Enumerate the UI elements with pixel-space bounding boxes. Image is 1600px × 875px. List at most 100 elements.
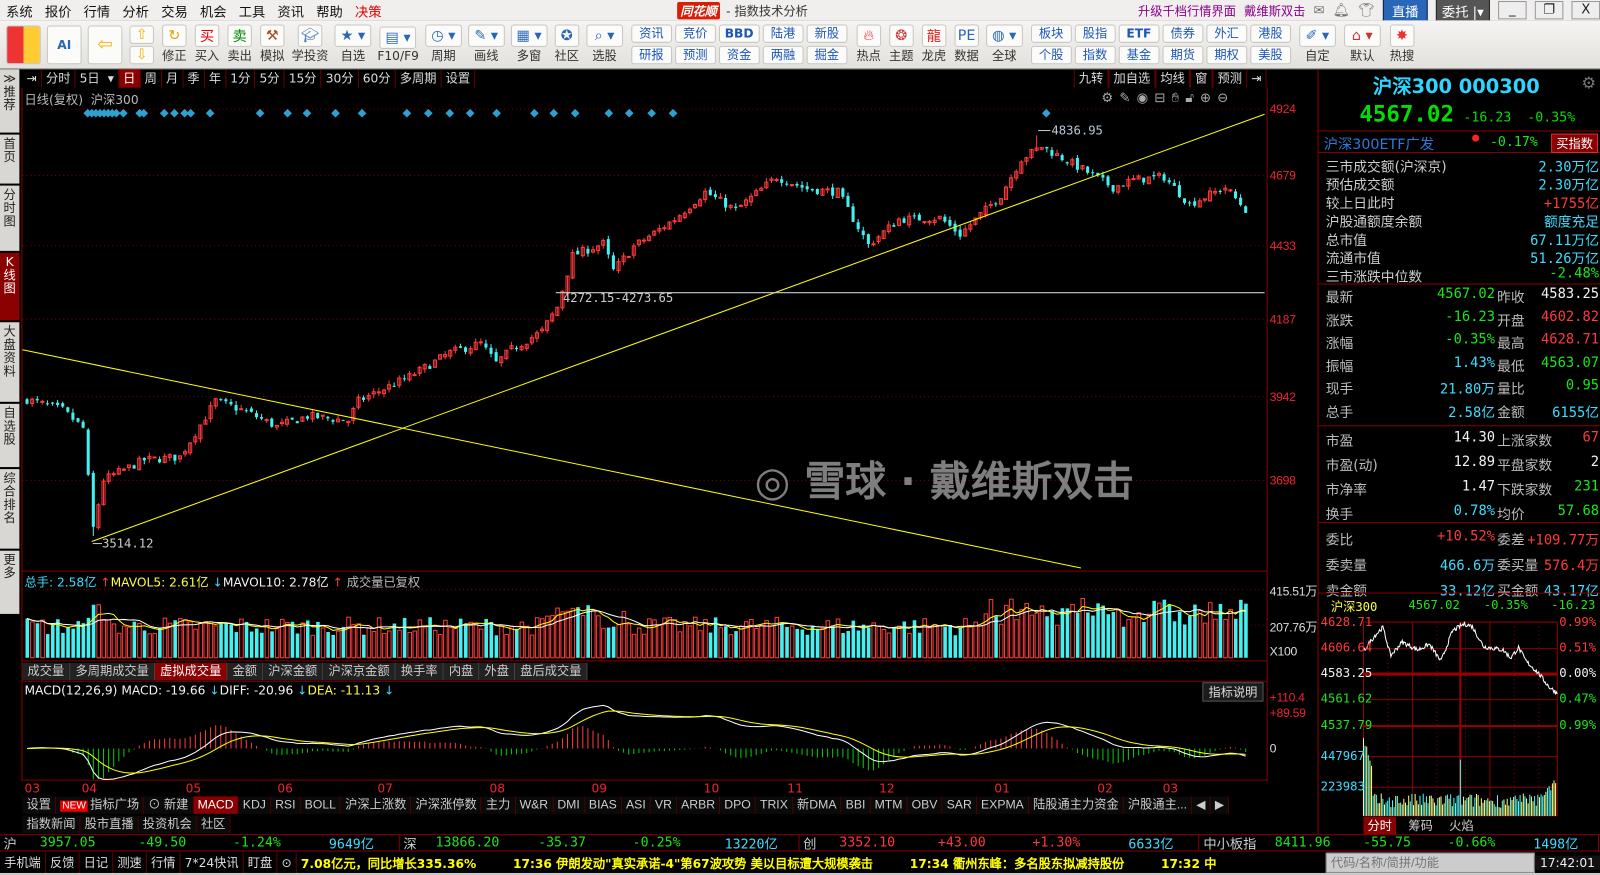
period-tab[interactable]: 月 <box>162 69 184 88</box>
toolbar-text-button[interactable]: 指数 <box>1074 45 1116 65</box>
chart-option-button[interactable]: 均线 <box>1155 69 1191 88</box>
menu-item[interactable]: 交易 <box>161 4 188 20</box>
indicator-tab[interactable]: OBV <box>907 796 943 814</box>
toolbox-icon[interactable]: ⊟ <box>1154 90 1166 107</box>
status-button[interactable]: 7*24快讯 <box>181 852 244 873</box>
arrow-down-icon[interactable]: ⇩ <box>129 45 154 64</box>
indicator-tab[interactable]: ARBR <box>677 796 721 814</box>
toolbar-windows-button[interactable]: ▦ ▾ 多窗 <box>509 24 550 64</box>
left-tab[interactable]: 综合排名 <box>0 469 20 549</box>
scroll-left-button[interactable]: ◀ <box>1192 796 1211 814</box>
period-tab[interactable]: 1分 <box>226 69 256 88</box>
indicator-tab[interactable]: SAR <box>942 796 977 814</box>
indicator-tab[interactable]: BOLL <box>300 796 342 814</box>
left-tab[interactable]: 首页 <box>0 134 20 184</box>
minimize-button[interactable]: _ <box>1498 1 1527 20</box>
toolbar-text-button[interactable]: 研报 <box>631 45 672 65</box>
indicator-tab[interactable]: EXPMA <box>976 796 1029 814</box>
status-button[interactable]: 行情 <box>147 852 181 873</box>
left-tab[interactable]: ≫推荐 <box>0 69 20 133</box>
volume-tab[interactable]: 沪深金额 <box>263 662 324 681</box>
indicator-tab[interactable]: ASI <box>621 796 651 814</box>
indicator-help-button[interactable]: 指标说明 <box>1202 682 1264 702</box>
toolbar-text-button[interactable]: 美股 <box>1250 45 1291 65</box>
info-tab[interactable]: 指数新闻 <box>22 815 81 834</box>
toolbar-sell-button[interactable]: 卖卖出 <box>224 24 255 64</box>
toolbar-text-button[interactable]: 债券 <box>1162 24 1204 43</box>
entrust-button[interactable]: 委托 |▾ <box>1435 0 1490 22</box>
volume-tab[interactable]: 成交量 <box>22 662 71 681</box>
indicator-tab[interactable]: DMI <box>553 796 585 814</box>
menu-item[interactable]: 决策 <box>355 4 382 20</box>
period-tab[interactable]: 多周期 <box>396 69 442 88</box>
indicator-tab[interactable]: 沪深涨停数 <box>411 796 482 814</box>
menu-item[interactable]: 行情 <box>83 4 111 20</box>
scroll-right-button[interactable]: ▶ <box>1210 796 1230 814</box>
index-quote[interactable]: 沪 3957.05 -49.50 -1.24% 9649亿 <box>0 835 400 853</box>
upgrade-link[interactable]: 升级千档行情界面 <box>1138 3 1236 18</box>
volume-tab[interactable]: 换手率 <box>395 662 444 681</box>
shirt-icon[interactable]: 👕︎ <box>1357 2 1375 18</box>
toolbar-buy-button[interactable]: 买买入 <box>192 24 223 64</box>
robot-icon[interactable]: ⊙ <box>277 852 297 873</box>
toolbar-pencil-button[interactable]: ✎ ▾ 画线 <box>466 24 507 64</box>
promo-link[interactable]: 戴维斯双击 <box>1244 3 1306 18</box>
index-quote[interactable]: 创 3352.10 +43.00 +1.30% 6633亿 <box>800 835 1200 853</box>
indicator-tab[interactable]: MTM <box>870 796 908 814</box>
index-quote[interactable]: 深 13866.20 -35.37 -0.25% 13220亿 <box>400 835 800 853</box>
period-tab[interactable]: 30分 <box>322 69 359 88</box>
toolbar-text-button[interactable]: ETF <box>1118 24 1160 43</box>
buy-index-button[interactable]: 买指数 <box>1551 133 1599 153</box>
info-tab[interactable]: 股市直播 <box>80 815 139 834</box>
indicator-tab[interactable]: 主力 <box>481 796 516 814</box>
toolbar-text-button[interactable]: 陆港 <box>762 24 804 43</box>
mail-icon[interactable]: ✉ <box>1313 2 1325 18</box>
toolbar-text-button[interactable]: 资金 <box>718 45 760 65</box>
ai-button[interactable]: AI <box>45 24 84 64</box>
toolbar-text-button[interactable]: BBD <box>718 24 760 43</box>
indicator-tab[interactable]: BBI <box>841 796 871 814</box>
toolbar-community-button[interactable]: ✪ 社区 <box>551 24 582 64</box>
indicator-tab[interactable]: RSI <box>271 796 301 814</box>
period-tab[interactable]: 年 <box>205 69 227 88</box>
toolbar-text-button[interactable]: 期货 <box>1162 45 1204 65</box>
arrow-up-icon[interactable]: ⇧ <box>129 24 154 44</box>
info-tab[interactable]: 投资机会 <box>138 815 197 834</box>
gear-icon[interactable]: ⚙ <box>1101 90 1114 107</box>
period-tab[interactable]: 日 <box>119 69 141 88</box>
etf-name[interactable]: 沪深300ETF广发 <box>1323 136 1435 153</box>
chart-option-button[interactable]: 九转 <box>1073 69 1109 88</box>
volume-tab[interactable]: 金额 <box>227 662 264 681</box>
toolbar-text-button[interactable]: 竞价 <box>674 24 716 43</box>
toolbar-hot-search-button[interactable]: ✸ 热搜 <box>1387 24 1418 64</box>
indicator-tab[interactable]: DPO <box>720 796 756 814</box>
chart-option-button[interactable]: 窗 <box>1190 69 1213 88</box>
toolbar-hot-button[interactable]: 🔥︎ 热点 <box>853 24 884 64</box>
toolbar-refresh-button[interactable]: ↻ 修正 <box>159 24 190 64</box>
toolbar-theme-button[interactable]: ❂ 主题 <box>886 24 917 64</box>
info-tab[interactable]: 社区 <box>196 815 231 834</box>
volume-tab[interactable]: 外盘 <box>479 662 516 681</box>
lock-icon[interactable]: 🔓︎ <box>1185 90 1194 107</box>
volume-tab[interactable]: 沪深京金额 <box>323 662 396 681</box>
home-grid-button[interactable] <box>4 24 43 64</box>
indicator-plaza-tab[interactable]: NEW 指标广场 <box>56 796 145 814</box>
menu-item[interactable]: 报价 <box>44 4 72 20</box>
left-tab[interactable]: K线图 <box>0 252 20 321</box>
menu-item[interactable]: 工具 <box>238 4 266 20</box>
search-input[interactable] <box>1325 852 1535 873</box>
status-button[interactable]: 日记 <box>80 852 114 873</box>
chart-option-button[interactable]: 预测 <box>1212 69 1248 88</box>
status-button[interactable]: 手机端 <box>0 852 46 873</box>
feather-icon[interactable]: ✎ <box>1119 90 1131 107</box>
left-tab[interactable]: 大盘资料 <box>0 322 20 402</box>
new-indicator-tab[interactable]: ⊙ 新建 <box>144 796 194 814</box>
indicator-tab[interactable]: VR <box>650 796 678 814</box>
indicator-tab[interactable]: BIAS <box>584 796 622 814</box>
toolbar-text-button[interactable]: 新股 <box>806 24 848 43</box>
toolbar-text-button[interactable]: 两融 <box>762 45 804 65</box>
toolbar-text-button[interactable]: 预测 <box>674 45 716 65</box>
indicator-tab[interactable]: MACD <box>193 796 239 814</box>
toolbar-dragon-button[interactable]: 龍龙虎 <box>919 24 950 64</box>
